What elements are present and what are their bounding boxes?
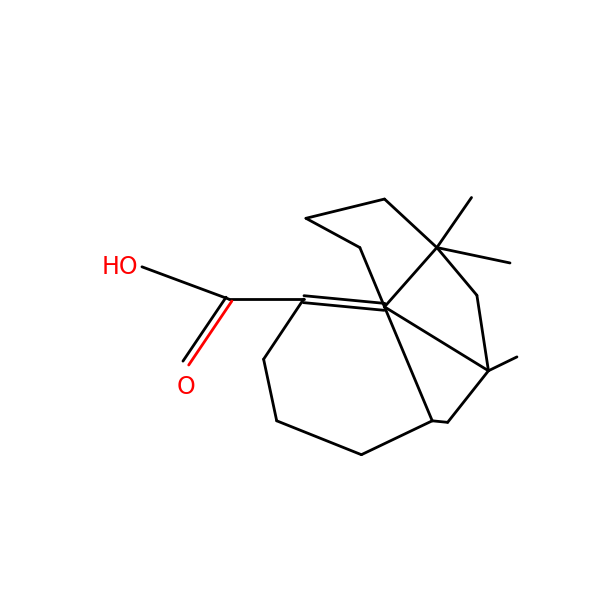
Text: O: O <box>176 376 195 400</box>
Text: HO: HO <box>101 255 138 279</box>
